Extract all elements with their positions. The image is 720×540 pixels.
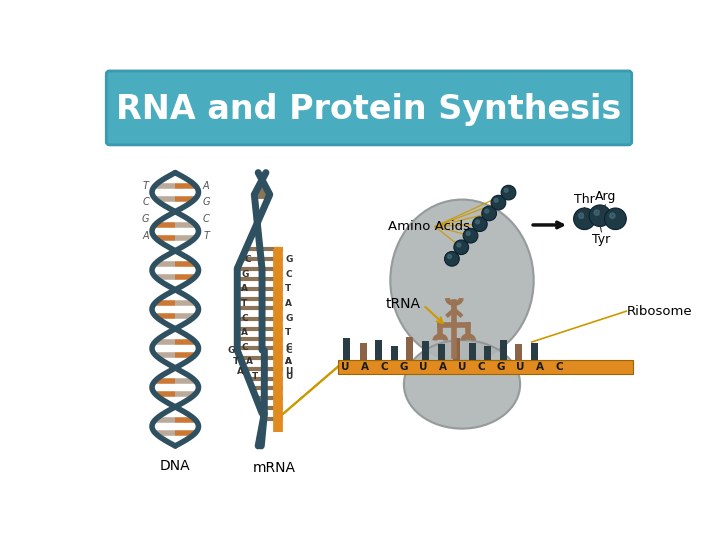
- Text: C: C: [241, 343, 248, 352]
- Text: A: A: [236, 368, 243, 376]
- Circle shape: [494, 198, 498, 202]
- Text: U: U: [285, 368, 292, 376]
- Bar: [360, 343, 366, 360]
- Text: G: G: [285, 314, 292, 323]
- Circle shape: [491, 195, 505, 210]
- Text: A: A: [203, 181, 210, 192]
- Text: G: G: [202, 197, 210, 207]
- Text: mRNA: mRNA: [253, 461, 296, 475]
- Circle shape: [594, 210, 600, 215]
- FancyBboxPatch shape: [107, 71, 631, 145]
- Text: U: U: [458, 362, 467, 372]
- Text: C: C: [381, 362, 388, 372]
- Text: C: C: [143, 197, 149, 207]
- Text: U: U: [516, 362, 524, 372]
- Text: C: C: [285, 343, 292, 352]
- Circle shape: [579, 213, 584, 218]
- Text: A: A: [536, 362, 544, 372]
- Circle shape: [463, 228, 478, 243]
- Text: Thr: Thr: [574, 193, 595, 206]
- Text: G: G: [400, 362, 408, 372]
- Text: A: A: [246, 357, 253, 366]
- Bar: [338, 360, 632, 374]
- Text: Tyr: Tyr: [593, 233, 611, 246]
- Circle shape: [485, 209, 489, 213]
- Text: T: T: [241, 299, 248, 308]
- Text: C: C: [285, 270, 292, 279]
- Text: G: G: [241, 270, 248, 279]
- Circle shape: [472, 217, 487, 232]
- Bar: [391, 346, 397, 360]
- Bar: [375, 340, 382, 360]
- Text: A: A: [285, 356, 292, 366]
- Bar: [423, 341, 429, 360]
- Circle shape: [574, 208, 595, 230]
- Text: tRNA: tRNA: [386, 296, 421, 310]
- Circle shape: [589, 205, 611, 226]
- Text: U: U: [419, 362, 428, 372]
- Circle shape: [605, 208, 626, 230]
- Text: C: C: [555, 362, 563, 372]
- Text: T: T: [285, 328, 292, 337]
- Text: A: A: [143, 231, 149, 241]
- Bar: [500, 340, 507, 360]
- Text: C: C: [203, 214, 210, 224]
- Circle shape: [454, 240, 469, 254]
- Circle shape: [504, 188, 508, 192]
- Bar: [469, 343, 476, 360]
- Text: RNA and Protein Synthesis: RNA and Protein Synthesis: [117, 93, 621, 126]
- Ellipse shape: [404, 340, 520, 429]
- Circle shape: [467, 232, 470, 235]
- Text: DNA: DNA: [160, 459, 191, 473]
- Text: Arg: Arg: [595, 191, 616, 204]
- Text: Amino Acids: Amino Acids: [388, 220, 470, 233]
- Text: U: U: [285, 372, 292, 381]
- Text: G: G: [142, 214, 150, 224]
- Circle shape: [448, 254, 451, 259]
- Text: U: U: [341, 362, 350, 372]
- Circle shape: [501, 185, 516, 200]
- Text: G: G: [497, 362, 505, 372]
- Bar: [531, 343, 538, 360]
- Circle shape: [476, 220, 480, 224]
- Text: C: C: [477, 362, 485, 372]
- Bar: [516, 345, 523, 360]
- Text: C: C: [285, 346, 292, 355]
- Text: G: G: [285, 255, 292, 264]
- Bar: [454, 338, 461, 360]
- Text: Ribosome: Ribosome: [627, 305, 693, 318]
- Text: A: A: [241, 284, 248, 293]
- Text: T: T: [285, 284, 292, 293]
- Text: A: A: [438, 362, 446, 372]
- Bar: [343, 338, 350, 360]
- Bar: [438, 345, 445, 360]
- Ellipse shape: [390, 200, 534, 361]
- Circle shape: [482, 206, 497, 221]
- Text: A: A: [361, 362, 369, 372]
- Text: T: T: [251, 372, 258, 381]
- Circle shape: [610, 213, 615, 218]
- Circle shape: [457, 243, 461, 247]
- Text: C: C: [241, 314, 248, 323]
- Text: C: C: [245, 255, 251, 264]
- Bar: [485, 346, 492, 360]
- Text: A: A: [285, 299, 292, 308]
- Text: T: T: [143, 181, 149, 192]
- Text: A: A: [241, 328, 248, 337]
- Text: G: G: [228, 346, 235, 355]
- Bar: [406, 336, 413, 360]
- Text: T: T: [203, 231, 210, 241]
- Circle shape: [444, 252, 459, 266]
- Text: A: A: [285, 357, 292, 366]
- Text: T: T: [233, 356, 239, 366]
